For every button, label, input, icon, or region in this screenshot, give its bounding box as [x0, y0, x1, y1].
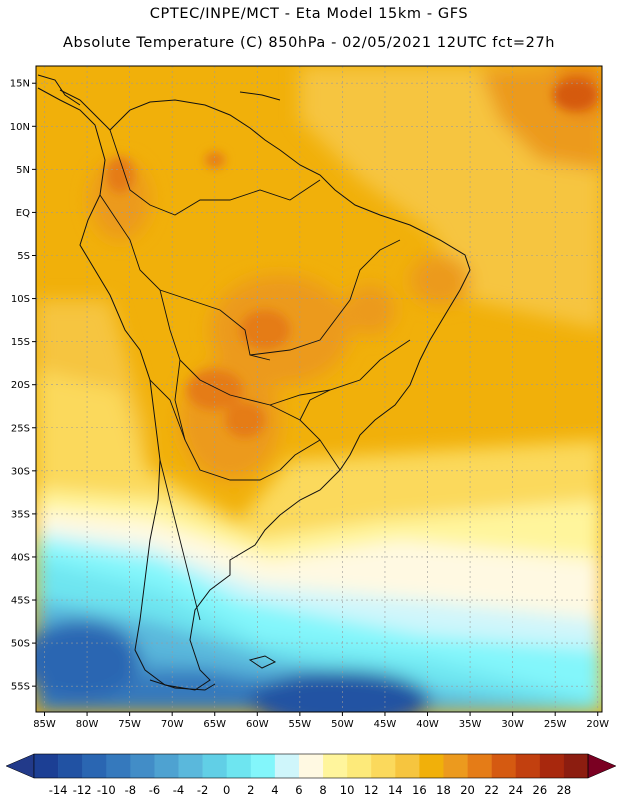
- colorbar-tick-labels: -14 -12 -10 -8 -6 -4 -2 0 2 4 6 8 10 12 14 16 18 20 22 24 26…: [49, 783, 572, 797]
- colorbar-tick-label: 0: [223, 783, 230, 797]
- colorbar-swatch: [58, 754, 83, 778]
- lat-label: 5S: [17, 251, 30, 262]
- colorbar-tick-label: -8: [125, 783, 136, 797]
- colorbar-tick-label: -12: [73, 783, 92, 797]
- colorbar-swatch: [130, 754, 155, 778]
- lat-label: 40S: [11, 552, 30, 563]
- colorbar-swatch: [178, 754, 203, 778]
- colorbar-tick-label: 10: [340, 783, 355, 797]
- lat-label: 55S: [11, 682, 30, 693]
- lat-label: 45S: [11, 596, 30, 607]
- lat-label: 5N: [16, 165, 30, 176]
- colorbar-tick-label: 20: [460, 783, 475, 797]
- lat-label: 35S: [11, 509, 30, 520]
- colorbar-tick-label: -10: [97, 783, 116, 797]
- colorbar-tick-label: -14: [49, 783, 68, 797]
- colorbar-swatch: [323, 754, 348, 778]
- colorbar-tick-label: 28: [557, 783, 572, 797]
- colorbar-tick-label: -2: [197, 783, 208, 797]
- colorbar-swatch: [539, 754, 565, 778]
- colorbar-swatch: [491, 754, 517, 778]
- colorbar-tick-label: 2: [247, 783, 254, 797]
- colorbar-swatch: [467, 754, 492, 778]
- colorbar-tick-label: 4: [271, 783, 278, 797]
- lat-label: 15N: [10, 79, 30, 90]
- lon-label: 20W: [586, 719, 609, 730]
- colorbar-high-arrow: [587, 753, 617, 779]
- lat-label: 50S: [11, 639, 30, 650]
- lon-label: 55W: [289, 719, 312, 730]
- coastline: [37, 74, 471, 691]
- plot-frame: [35, 65, 603, 713]
- latitude-labels: 15N 10N 5N EQ 5S 10S 15S 20S 25S 30S 35S 40S 45S 50S 5…: [10, 79, 36, 693]
- colorbar-tick-label: 12: [364, 783, 379, 797]
- colorbar-swatch: [419, 754, 444, 778]
- colorbar-tick-label: 6: [295, 783, 302, 797]
- lon-label: 65W: [203, 719, 226, 730]
- colorbar-swatch: [395, 754, 420, 778]
- lon-label: 60W: [246, 719, 269, 730]
- colorbar-low-arrow: [5, 753, 35, 779]
- colorbar-swatch: [202, 754, 227, 778]
- colorbar-swatch: [106, 754, 131, 778]
- lon-label: 70W: [161, 719, 184, 730]
- colorbar-swatch: [347, 754, 372, 778]
- lon-label: 30W: [501, 719, 524, 730]
- colorbar-tick-label: 24: [508, 783, 523, 797]
- country-borders: [99, 129, 411, 621]
- colorbar-swatch: [563, 754, 589, 778]
- lat-label: 25S: [11, 423, 30, 434]
- lat-label: 10N: [10, 122, 30, 133]
- chart-title-line-2: Absolute Temperature (C) 850hPa - 02/05/…: [62, 35, 556, 51]
- colorbar-tick-label: 22: [484, 783, 499, 797]
- lat-label: 15S: [11, 337, 30, 348]
- colorbar-tick-label: -6: [149, 783, 160, 797]
- lon-label: 45W: [374, 719, 397, 730]
- lon-label: 35W: [459, 719, 482, 730]
- colorbar-tick-label: -4: [173, 783, 184, 797]
- colorbar-tick-label: 14: [388, 783, 403, 797]
- colorbar-swatch: [82, 754, 107, 778]
- lon-label: 80W: [76, 719, 99, 730]
- colorbar-swatch: [250, 754, 276, 778]
- colorbar-swatch: [274, 754, 300, 778]
- chart-title-line-1: CPTEC/INPE/MCT - Eta Model 15km - GFS: [149, 6, 469, 22]
- colorbar-swatch: [34, 754, 59, 778]
- lat-label: EQ: [16, 208, 30, 219]
- longitude-labels: 85W 80W 75W 70W 65W 60W 55W 50W 45W 40W 35W 30W 25W 2…: [33, 712, 609, 730]
- lon-label: 25W: [544, 719, 567, 730]
- lat-label: 30S: [11, 466, 30, 477]
- colorbar-tick-label: 18: [436, 783, 451, 797]
- colorbar-swatch: [154, 754, 179, 778]
- lon-label: 75W: [118, 719, 141, 730]
- colorbar-tick-label: 16: [412, 783, 427, 797]
- colorbar-frame: [33, 753, 589, 779]
- lon-label: 85W: [33, 719, 56, 730]
- graticule: [36, 66, 602, 712]
- colorbar: -14 -12 -10 -8 -6 -4 -2 0 2 4 6 8 10 12 14 16 18 20 22 24 26…: [5, 753, 617, 797]
- lat-label: 10S: [11, 294, 30, 305]
- colorbar-swatch: [298, 754, 324, 778]
- colorbar-swatch: [515, 754, 541, 778]
- colorbar-swatch: [226, 754, 252, 778]
- colorbar-tick-label: 8: [319, 783, 326, 797]
- temperature-field: [36, 66, 602, 712]
- colorbar-tick-label: 26: [533, 783, 548, 797]
- colorbar-swatch: [443, 754, 468, 778]
- lat-label: 20S: [11, 380, 30, 391]
- colorbar-swatch: [371, 754, 396, 778]
- lon-label: 50W: [331, 719, 354, 730]
- lon-label: 40W: [416, 719, 439, 730]
